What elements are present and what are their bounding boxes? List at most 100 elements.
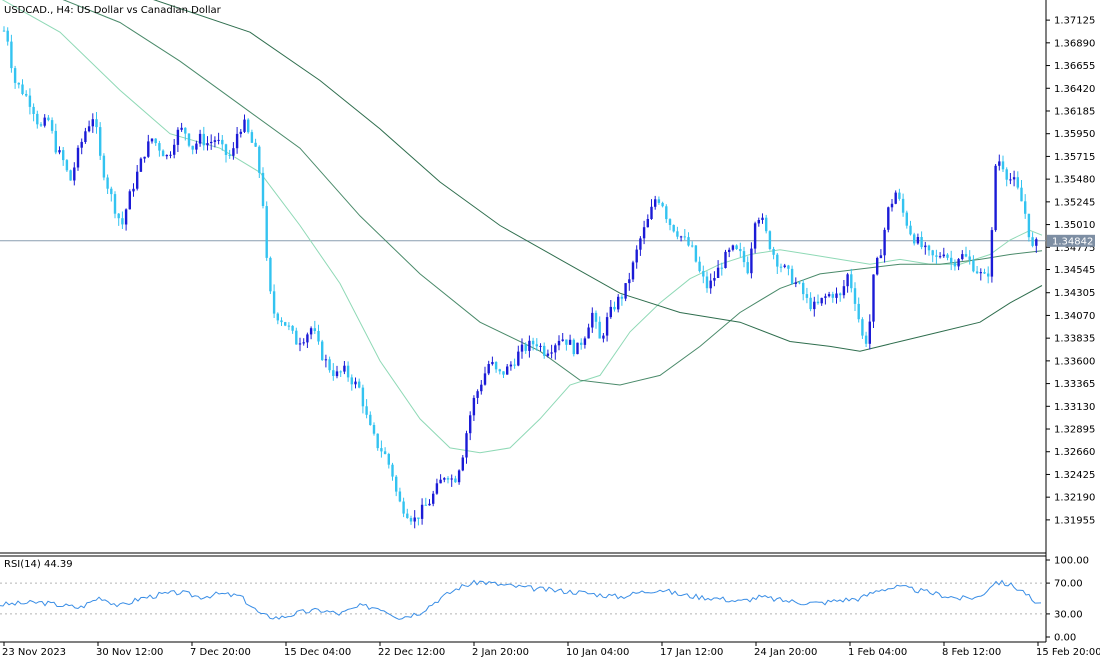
- candle-body: [613, 306, 616, 310]
- candle-body: [539, 345, 542, 347]
- time-tick-label: 2 Jan 20:00: [472, 647, 529, 658]
- time-tick-label: 30 Nov 12:00: [96, 647, 163, 658]
- candle-body: [587, 327, 590, 339]
- candle-body: [306, 334, 309, 343]
- candle-body: [62, 150, 65, 161]
- candle-body: [802, 282, 805, 295]
- candle-body: [472, 397, 476, 416]
- candle-body: [1012, 177, 1016, 180]
- candle-body: [735, 245, 738, 249]
- candle-body: [420, 504, 424, 519]
- candle-body: [901, 198, 905, 213]
- candle-body: [750, 248, 753, 274]
- candle-body: [154, 138, 157, 144]
- current-price-tag: [1047, 234, 1095, 247]
- candle-body: [461, 457, 464, 471]
- candle-body: [783, 265, 786, 267]
- candle-body: [265, 206, 268, 258]
- candle-body: [691, 245, 694, 247]
- price-tick-label: 1.33600: [1054, 356, 1095, 367]
- rsi-line: [0, 579, 1042, 620]
- candle-body: [395, 476, 398, 492]
- candle-body: [535, 344, 538, 347]
- candle-body: [343, 365, 346, 372]
- time-tick-label: 23 Nov 2023: [2, 647, 66, 658]
- price-tick-label: 1.35715: [1054, 152, 1095, 163]
- candle-body: [554, 345, 557, 353]
- candle-body: [839, 293, 842, 296]
- candle-body: [565, 339, 568, 345]
- candle-body: [716, 267, 720, 278]
- candle-body: [824, 296, 827, 298]
- current-price-tag-label: 1.34842: [1052, 236, 1093, 247]
- candle-body: [864, 335, 868, 344]
- candle-body: [642, 227, 646, 239]
- price-tick-label: 1.31955: [1054, 515, 1095, 526]
- candle-body: [224, 144, 228, 155]
- candle-body: [816, 301, 820, 304]
- price-tick-label: 1.34070: [1054, 311, 1095, 322]
- candle-body: [1027, 213, 1031, 238]
- candle-body: [206, 143, 209, 146]
- candle-body: [21, 84, 24, 94]
- candle-body: [439, 479, 442, 484]
- candle-body: [387, 454, 390, 465]
- candle-body: [724, 251, 727, 268]
- candle-body: [975, 271, 979, 274]
- price-tick-label: 1.35010: [1054, 220, 1095, 231]
- candle-body: [972, 259, 975, 272]
- price-tick-label: 1.36185: [1054, 106, 1095, 117]
- candle-body: [927, 245, 931, 251]
- candle-body: [494, 362, 498, 370]
- candle-body: [506, 366, 509, 375]
- candle-body: [761, 217, 764, 220]
- candle-body: [454, 478, 457, 483]
- candle-body: [413, 517, 416, 522]
- candle-body: [491, 362, 494, 365]
- candle-body: [176, 129, 180, 145]
- candle-body: [964, 254, 968, 257]
- candle-body: [324, 359, 328, 361]
- candle-body: [361, 387, 365, 407]
- candle-body: [979, 272, 982, 274]
- candle-body: [76, 147, 80, 168]
- candle-body: [950, 257, 953, 263]
- candle-body: [346, 365, 350, 378]
- candle-body: [739, 249, 742, 252]
- candle-body: [628, 279, 631, 284]
- candle-body: [502, 371, 505, 375]
- candle-body: [953, 262, 957, 267]
- candle-body: [91, 119, 94, 127]
- candle-body: [50, 120, 54, 131]
- candle-body: [624, 283, 627, 299]
- candle-body: [1031, 237, 1034, 246]
- candle-body: [1035, 239, 1038, 246]
- candle-body: [846, 274, 849, 287]
- chart-title: USDCAD., H4: US Dollar vs Canadian Dolla…: [4, 5, 222, 16]
- candle-body: [679, 236, 683, 238]
- candle-body: [195, 143, 198, 150]
- price-tick-label: 1.32425: [1054, 470, 1095, 481]
- candle-body: [605, 317, 609, 336]
- time-tick-label: 15 Dec 04:00: [284, 647, 351, 658]
- candle-body: [106, 177, 109, 189]
- rsi-panel-label: RSI(14) 44.39: [4, 559, 73, 570]
- candle-body: [887, 207, 890, 230]
- candle-body: [998, 161, 1001, 166]
- candle-body: [169, 154, 172, 156]
- candle-body: [302, 342, 305, 344]
- candle-body: [916, 237, 920, 244]
- candle-body: [924, 245, 927, 248]
- candle-body: [568, 339, 572, 345]
- candle-body: [617, 296, 620, 310]
- candle-body: [687, 237, 690, 246]
- candle-body: [517, 351, 520, 366]
- candle-body: [820, 297, 823, 304]
- candle-body: [280, 320, 283, 323]
- candle-body: [247, 119, 250, 133]
- candle-body: [938, 256, 942, 258]
- time-tick-label: 15 Feb 20:00: [1036, 647, 1100, 658]
- candle-body: [443, 478, 446, 480]
- candle-body: [428, 503, 431, 506]
- time-tick-label: 24 Jan 20:00: [754, 647, 817, 658]
